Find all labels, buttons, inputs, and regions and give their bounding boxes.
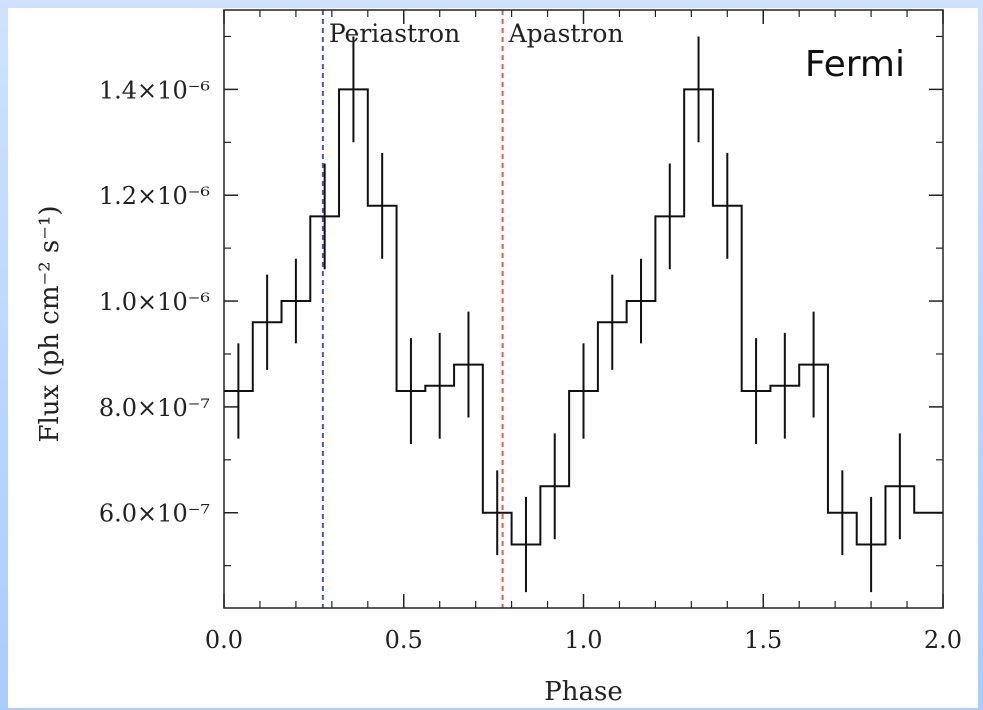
x-axis-title: Phase — [544, 677, 622, 707]
y-tick-label: 1.2×10⁻⁶ — [99, 182, 210, 210]
x-tick-label: 2.0 — [924, 626, 962, 654]
instrument-label: Fermi — [805, 44, 905, 85]
plot-frame — [223, 9, 944, 609]
annotation-label: Periastron — [329, 19, 460, 48]
annotation-label: Apastron — [508, 19, 624, 48]
y-tick-label: 1.0×10⁻⁶ — [99, 288, 210, 316]
y-tick-label: 8.0×10⁻⁷ — [99, 394, 210, 422]
x-tick-label: 1.5 — [744, 626, 782, 654]
x-tick-label: 0.0 — [205, 626, 243, 654]
flux-step-line — [224, 88, 943, 546]
plot-panel: 0.0 0.5 1.0 1.5 2.0 6.0×10⁻⁷ 8.0×10⁻⁷ 1.0×10⁻⁶ 1… — [8, 8, 978, 708]
y-tick-label: 1.4×10⁻⁶ — [99, 76, 210, 104]
x-tick-label: 1.0 — [564, 626, 602, 654]
y-tick-label: 6.0×10⁻⁷ — [99, 500, 210, 528]
flux-phase-chart: 0.0 0.5 1.0 1.5 2.0 6.0×10⁻⁷ 8.0×10⁻⁷ 1.0×10⁻⁶ 1… — [35, 9, 962, 707]
x-tick-label: 0.5 — [385, 626, 423, 654]
y-axis-title: Flux (ph cm⁻² s⁻¹) — [35, 205, 65, 442]
